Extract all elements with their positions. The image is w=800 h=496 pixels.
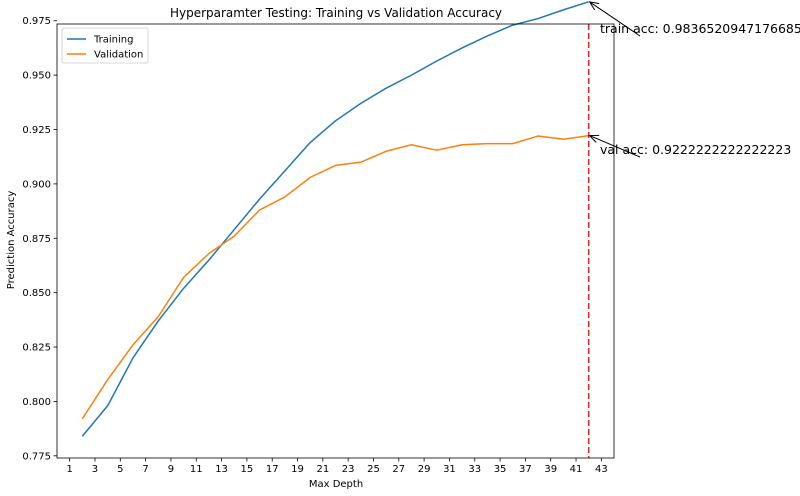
x-tick-label: 21 (316, 464, 329, 475)
annotation-label: val acc: 0.9222222222222223 (600, 142, 791, 157)
x-tick-label: 41 (570, 464, 583, 475)
x-tick-label: 15 (241, 464, 254, 475)
plot-frame (56, 23, 615, 459)
x-tick-label: 5 (117, 464, 123, 475)
y-tick-label: 0.850 (22, 288, 51, 299)
chart-title: Hyperparamter Testing: Training vs Valid… (170, 6, 502, 20)
x-tick-label: 25 (367, 464, 380, 475)
x-tick-label: 29 (418, 464, 431, 475)
annotation-arrow (590, 136, 641, 158)
y-tick-label: 0.825 (22, 343, 51, 354)
annotations: train acc: 0.9836520947176685 val acc: 0.… (590, 2, 800, 158)
series-line-validation (81, 134, 589, 420)
y-tick-label: 0.900 (22, 179, 51, 190)
x-tick-label: 31 (443, 464, 456, 475)
x-tick-label: 17 (266, 464, 279, 475)
x-tick-label: 27 (392, 464, 405, 475)
x-tick-label: 23 (342, 464, 355, 475)
annotation-label: train acc: 0.9836520947176685 (600, 21, 800, 36)
x-tick-label: 37 (519, 464, 532, 475)
x-tick-label: 3 (92, 464, 98, 475)
y-tick-label: 0.800 (22, 397, 51, 408)
y-tick-label: 0.775 (22, 451, 51, 462)
x-tick-label: 35 (494, 464, 507, 475)
series-line-training (81, 1, 589, 437)
x-tick-label: 9 (168, 464, 174, 475)
x-tick-label: 13 (215, 464, 228, 475)
legend-label-validation: Validation (94, 50, 143, 61)
y-axis-label: Prediction Accuracy (6, 191, 17, 290)
y-tick-label: 0.875 (22, 234, 51, 245)
x-tick-label: 19 (291, 464, 304, 475)
y-tick-label: 0.975 (22, 16, 51, 27)
x-tick-label: 39 (544, 464, 557, 475)
x-tick-label: 11 (190, 464, 203, 475)
annotation-arrow (590, 2, 641, 37)
x-tick-label: 33 (468, 464, 481, 475)
legend-label-training: Training (93, 35, 133, 46)
x-tick-label: 7 (142, 464, 148, 475)
y-tick-label: 0.925 (22, 125, 51, 136)
plot-area: 1 3 5 7 9 11 13 15 17 19 21 23 25 27 29 31 33 35 37 39 41 430… (22, 1, 615, 475)
x-tick-label: 43 (595, 464, 608, 475)
y-tick-label: 0.950 (22, 71, 51, 82)
x-axis-label: Max Depth (309, 479, 363, 490)
legend: Training Validation (61, 27, 149, 64)
x-tick-label: 1 (66, 464, 72, 475)
